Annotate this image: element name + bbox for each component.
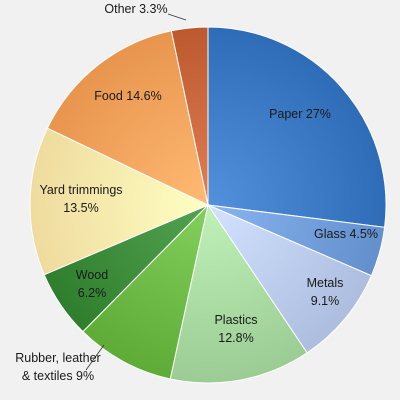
slice-label-other: Other 3.3% [104, 2, 167, 16]
slice-label-paper: Paper 27% [269, 107, 331, 121]
slice-label-line: Paper 27% [269, 107, 331, 121]
slice-label-line: 6.2% [78, 286, 107, 300]
slice-label-line: Glass 4.5% [314, 227, 378, 241]
leader-line-rubber-leather-textiles [85, 344, 105, 371]
slice-label-metals: Metals 9.1% [307, 276, 344, 308]
slice-label-line: Rubber, leather [15, 351, 100, 365]
slice-label-yard-trimmings: Yard trimmings 13.5% [39, 183, 122, 215]
slice-label-line: Food 14.6% [94, 89, 161, 103]
pie-slice-other [170, 26, 209, 206]
pie-slice-plastics [169, 203, 308, 384]
pie-slice-food [46, 30, 209, 206]
slice-label-line: Yard trimmings [39, 183, 122, 197]
slice-label-line: Other 3.3% [104, 2, 167, 16]
pie-slice-paper [207, 26, 387, 228]
slice-label-plastics: Plastics 12.8% [214, 313, 257, 345]
pie-slice-rubber-leather-textiles [82, 203, 209, 380]
slice-label-line: 12.8% [218, 331, 253, 345]
slice-label-line: Plastics [214, 313, 257, 327]
slice-label-line: Wood [76, 268, 108, 282]
slice-label-rubber-leather-textiles: Rubber, leather & textiles 9% [15, 351, 100, 383]
slice-label-line: Metals [307, 276, 344, 290]
leader-line-other [167, 13, 187, 21]
slice-label-line: & textiles 9% [22, 369, 94, 383]
pie-slice-yard-trimmings [29, 127, 210, 276]
slice-label-line: 9.1% [311, 294, 340, 308]
slice-label-glass: Glass 4.5% [314, 227, 378, 241]
slice-label-food: Food 14.6% [94, 89, 161, 103]
slice-label-line: 13.5% [63, 201, 98, 215]
pie-slice-metals [206, 203, 373, 354]
slice-label-wood: Wood 6.2% [76, 268, 108, 300]
